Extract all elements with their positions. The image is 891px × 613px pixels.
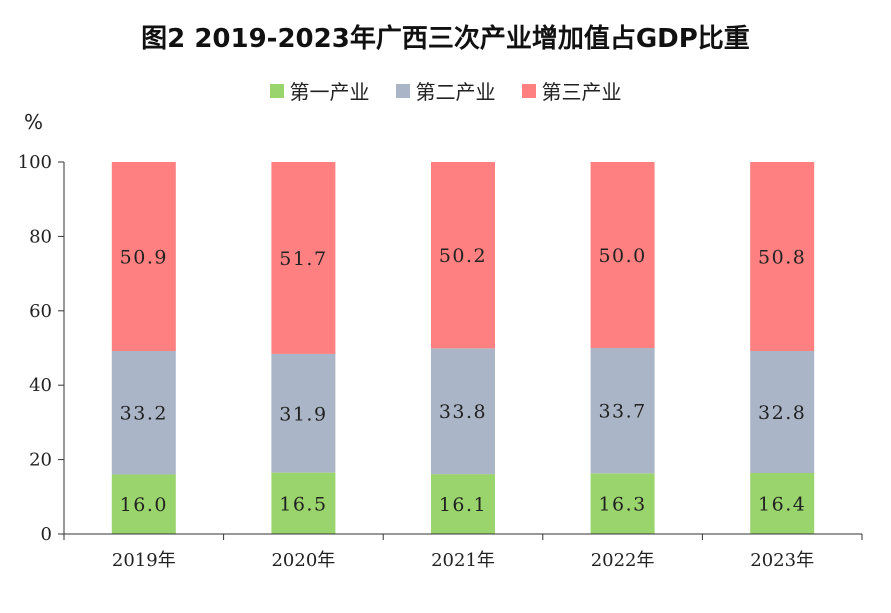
bar-segment-secondary bbox=[750, 350, 815, 473]
bar-segment-primary bbox=[271, 472, 336, 534]
y-tick-label: 80 bbox=[29, 226, 52, 247]
y-tick-label: 60 bbox=[29, 301, 52, 322]
y-tick-label: 0 bbox=[41, 524, 52, 545]
legend-label-tertiary: 第三产业 bbox=[541, 80, 622, 104]
data-label-tertiary: 50.8 bbox=[758, 246, 806, 268]
bar-segment-tertiary bbox=[431, 162, 495, 349]
x-tick-label: 2020年 bbox=[271, 550, 335, 571]
bar-segment-tertiary bbox=[750, 162, 815, 351]
data-label-primary: 16.5 bbox=[279, 493, 327, 515]
legend-label-secondary: 第二产业 bbox=[415, 80, 496, 104]
bar-segment-secondary bbox=[431, 348, 495, 475]
legend-item-tertiary: 第三产业 bbox=[521, 76, 622, 105]
bar-segment-secondary bbox=[111, 350, 176, 475]
legend-swatch-tertiary bbox=[521, 83, 536, 98]
legend-swatch-secondary bbox=[395, 83, 410, 98]
data-label-secondary: 32.8 bbox=[758, 402, 806, 424]
data-label-primary: 16.4 bbox=[758, 493, 806, 515]
bar-segment-tertiary bbox=[271, 162, 336, 354]
x-tick-label: 2022年 bbox=[591, 550, 655, 571]
chart-title: 图2 2019-2023年广西三次产业增加值占GDP比重 bbox=[141, 24, 750, 54]
y-axis-unit-label: % bbox=[24, 110, 44, 134]
bar-segment-secondary bbox=[590, 348, 655, 474]
chart-legend: 第一产业 第二产业 第三产业 bbox=[0, 76, 891, 105]
data-label-primary: 16.1 bbox=[439, 494, 487, 516]
legend-label-primary: 第一产业 bbox=[289, 80, 370, 104]
bar-segment-tertiary bbox=[590, 162, 655, 348]
data-label-tertiary: 50.0 bbox=[598, 245, 646, 267]
bar-segment-primary bbox=[590, 473, 655, 534]
data-label-secondary: 31.9 bbox=[279, 403, 327, 425]
legend-swatch-primary bbox=[269, 83, 284, 98]
bar-segment-tertiary bbox=[111, 162, 176, 351]
legend-item-primary: 第一产业 bbox=[269, 76, 370, 105]
data-label-primary: 16.0 bbox=[120, 494, 168, 516]
bar-segment-secondary bbox=[271, 353, 336, 473]
y-tick-label: 100 bbox=[18, 152, 52, 173]
bar-segment-primary bbox=[111, 474, 176, 534]
bar-segment-primary bbox=[431, 474, 495, 534]
data-label-tertiary: 50.2 bbox=[439, 245, 487, 267]
y-tick-label: 40 bbox=[29, 375, 52, 396]
data-label-tertiary: 50.9 bbox=[120, 246, 168, 268]
x-tick-label: 2019年 bbox=[112, 550, 176, 571]
data-label-secondary: 33.2 bbox=[120, 403, 168, 425]
data-label-secondary: 33.8 bbox=[439, 401, 487, 423]
x-tick-label: 2023年 bbox=[750, 550, 814, 571]
x-tick-label: 2021年 bbox=[431, 550, 495, 571]
data-label-primary: 16.3 bbox=[598, 494, 646, 516]
bar-segment-primary bbox=[750, 472, 815, 534]
data-label-tertiary: 51.7 bbox=[279, 248, 327, 270]
y-tick-label: 20 bbox=[29, 450, 52, 471]
data-label-secondary: 33.7 bbox=[598, 401, 646, 423]
legend-item-secondary: 第二产业 bbox=[395, 76, 496, 105]
